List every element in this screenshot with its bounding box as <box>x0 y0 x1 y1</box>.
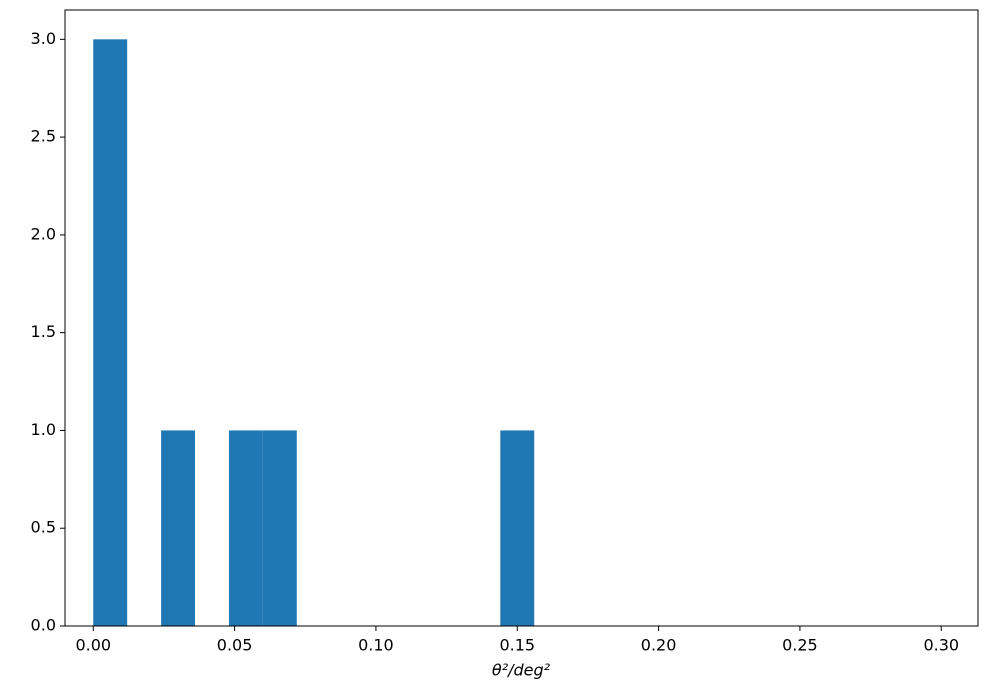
axes-frame <box>64 9 979 627</box>
x-tick-label: 0.15 <box>499 636 535 655</box>
y-tick-label: 1.0 <box>31 420 56 439</box>
y-tick-label: 2.0 <box>31 224 56 243</box>
x-axis-label: θ²/deg² <box>492 661 551 680</box>
y-tick-label: 2.5 <box>31 127 56 146</box>
y-tick-label: 0.5 <box>31 518 56 537</box>
bar <box>228 430 263 626</box>
y-tick-label: 3.0 <box>31 29 56 48</box>
y-tick-label: 0.0 <box>31 616 56 635</box>
bar <box>161 430 196 626</box>
x-tick-label: 0.25 <box>782 636 818 655</box>
x-tick-label: 0.00 <box>75 636 111 655</box>
y-tick-label: 1.5 <box>31 322 56 341</box>
bar <box>262 430 297 626</box>
x-tick-label: 0.10 <box>358 636 394 655</box>
bar <box>500 430 535 626</box>
x-tick-label: 0.20 <box>641 636 677 655</box>
x-tick-label: 0.05 <box>217 636 253 655</box>
bar <box>93 39 128 627</box>
x-tick-label: 0.30 <box>923 636 959 655</box>
